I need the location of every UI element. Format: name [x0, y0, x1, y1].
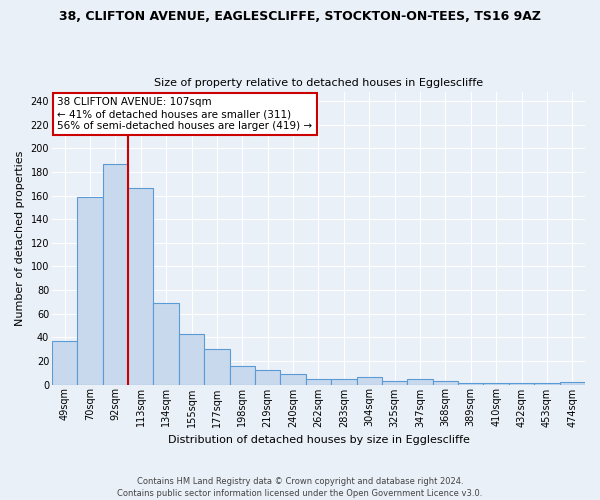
Bar [204, 349, 230, 384]
Bar [128, 188, 154, 384]
Bar [77, 196, 103, 384]
Text: Contains HM Land Registry data © Crown copyright and database right 2024.
Contai: Contains HM Land Registry data © Crown c… [118, 476, 482, 498]
Bar [280, 374, 306, 384]
Bar [52, 341, 77, 384]
Y-axis label: Number of detached properties: Number of detached properties [15, 150, 25, 326]
Text: 38, CLIFTON AVENUE, EAGLESCLIFFE, STOCKTON-ON-TEES, TS16 9AZ: 38, CLIFTON AVENUE, EAGLESCLIFFE, STOCKT… [59, 10, 541, 23]
X-axis label: Distribution of detached houses by size in Egglescliffe: Distribution of detached houses by size … [167, 435, 469, 445]
Bar [154, 303, 179, 384]
Bar [230, 366, 255, 384]
Bar [407, 378, 433, 384]
Bar [433, 381, 458, 384]
Bar [331, 378, 356, 384]
Bar [255, 370, 280, 384]
Bar [306, 378, 331, 384]
Title: Size of property relative to detached houses in Egglescliffe: Size of property relative to detached ho… [154, 78, 483, 88]
Bar [179, 334, 204, 384]
Bar [382, 381, 407, 384]
Text: 38 CLIFTON AVENUE: 107sqm
← 41% of detached houses are smaller (311)
56% of semi: 38 CLIFTON AVENUE: 107sqm ← 41% of detac… [57, 98, 313, 130]
Bar [560, 382, 585, 384]
Bar [103, 164, 128, 384]
Bar [356, 378, 382, 384]
